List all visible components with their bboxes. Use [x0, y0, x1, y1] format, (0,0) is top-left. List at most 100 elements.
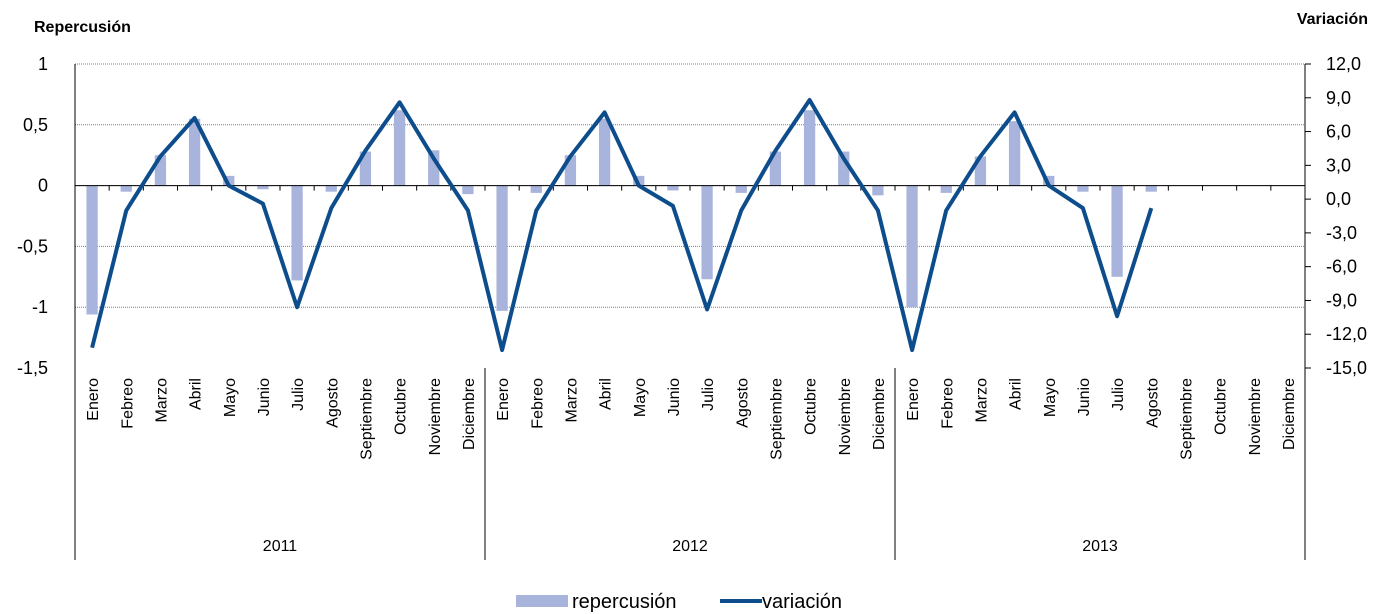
bar [462, 185, 474, 195]
month-label: Febreo [119, 378, 136, 429]
year-label: 2011 [263, 538, 298, 555]
legend: repercusión variación [516, 591, 842, 613]
month-label: Octubre [803, 378, 820, 435]
bar [906, 185, 918, 308]
category-axis: Enero Febreo Marzo Abril Mayo Junio Julio Agost… [85, 378, 1298, 555]
left-tick-label: 0,5 [23, 115, 48, 135]
month-label: Diciembre [871, 378, 888, 450]
right-tick-label: -3,0 [1326, 223, 1357, 243]
right-tick-label: 12,0 [1326, 54, 1361, 74]
right-axis-title: Variación [1297, 11, 1368, 28]
bar [701, 185, 713, 280]
month-label: Enero [85, 378, 102, 421]
bar [223, 175, 235, 186]
bar [257, 185, 269, 190]
left-tick-label: 1 [38, 54, 48, 74]
month-label: Septiembre [1178, 378, 1195, 460]
bar [633, 175, 645, 186]
legend-line-label: variación [762, 591, 842, 613]
right-tick-label: -6,0 [1326, 257, 1357, 277]
left-tick-label: -1 [32, 297, 48, 317]
year-label: 2013 [1082, 538, 1118, 555]
right-tick-label: -12,0 [1326, 324, 1367, 344]
month-label: Diciembre [1281, 378, 1298, 450]
left-tick-label: 0 [38, 176, 48, 196]
bar [598, 118, 611, 186]
month-label: Abril [598, 378, 615, 410]
bar [291, 185, 303, 281]
bar [769, 151, 782, 186]
month-label: Febreo [529, 378, 546, 429]
bar [974, 156, 987, 186]
bar [188, 118, 201, 186]
month-label: Junio [256, 378, 273, 416]
month-label: Diciembre [461, 378, 478, 450]
bar [838, 151, 850, 186]
month-label: Octubre [393, 378, 410, 435]
month-label: Septiembre [358, 378, 375, 460]
bar [325, 185, 337, 192]
month-label: Mayo [1042, 378, 1059, 417]
month-label: Agosto [734, 378, 751, 428]
bar [496, 185, 508, 311]
bar [1077, 185, 1089, 192]
bar [120, 185, 132, 192]
variation-line [90, 98, 1154, 352]
bar [1111, 185, 1123, 277]
month-label: Abril [188, 378, 205, 410]
line-series [90, 98, 1154, 352]
year-label: 2012 [672, 538, 708, 555]
bar [803, 110, 816, 186]
month-label: Agosto [1144, 378, 1161, 428]
right-tick-label: 0,0 [1326, 189, 1351, 209]
month-label: Julio [1110, 378, 1127, 411]
right-tick-label: 9,0 [1326, 88, 1351, 108]
right-tick-label: -15,0 [1326, 358, 1367, 378]
legend-bar-swatch [516, 595, 568, 607]
month-label: Julio [700, 378, 717, 411]
bar [393, 110, 406, 186]
month-label: Marzo [153, 378, 170, 423]
bar [735, 185, 747, 193]
month-label: Octubre [1213, 378, 1230, 435]
bar [667, 185, 679, 191]
right-tick-label: 3,0 [1326, 155, 1351, 175]
bar-series [86, 110, 1157, 315]
right-axis-ticks: 12,0 9,0 6,0 3,0 0,0 -3,0 -6,0 -9,0 -12,0 -15,0 [1305, 54, 1367, 378]
bar [940, 185, 952, 193]
month-label: Junio [666, 378, 683, 416]
bar [86, 185, 98, 315]
month-label: Febreo [939, 378, 956, 429]
month-label: Marzo [973, 378, 990, 423]
month-label: Noviembre [837, 378, 854, 455]
bar [1043, 175, 1055, 186]
month-label: Junio [1076, 378, 1093, 416]
bar [359, 151, 372, 186]
month-label: Mayo [632, 378, 649, 417]
month-label: Enero [495, 378, 512, 421]
month-label: Mayo [222, 378, 239, 417]
bar [1008, 121, 1021, 186]
left-axis-ticks: 1 0,5 0 -0,5 -1 -1,5 [17, 54, 48, 378]
bar [530, 185, 542, 193]
month-label: Agosto [324, 378, 341, 428]
month-label: Noviembre [427, 378, 444, 455]
bar [564, 155, 577, 186]
left-tick-label: -0,5 [17, 236, 48, 256]
bar [872, 185, 884, 196]
month-label: Julio [290, 378, 307, 411]
month-label: Enero [905, 378, 922, 421]
right-tick-label: -9,0 [1326, 290, 1357, 310]
month-label: Septiembre [768, 378, 785, 460]
left-axis-title: Repercusión [34, 19, 131, 36]
legend-bar-label: repercusión [572, 591, 677, 613]
month-label: Noviembre [1247, 378, 1264, 455]
left-tick-label: -1,5 [17, 358, 48, 378]
month-label: Marzo [563, 378, 580, 423]
bar [428, 150, 440, 186]
month-label: Abril [1008, 378, 1025, 410]
bar [154, 155, 167, 186]
bar [1145, 185, 1157, 192]
